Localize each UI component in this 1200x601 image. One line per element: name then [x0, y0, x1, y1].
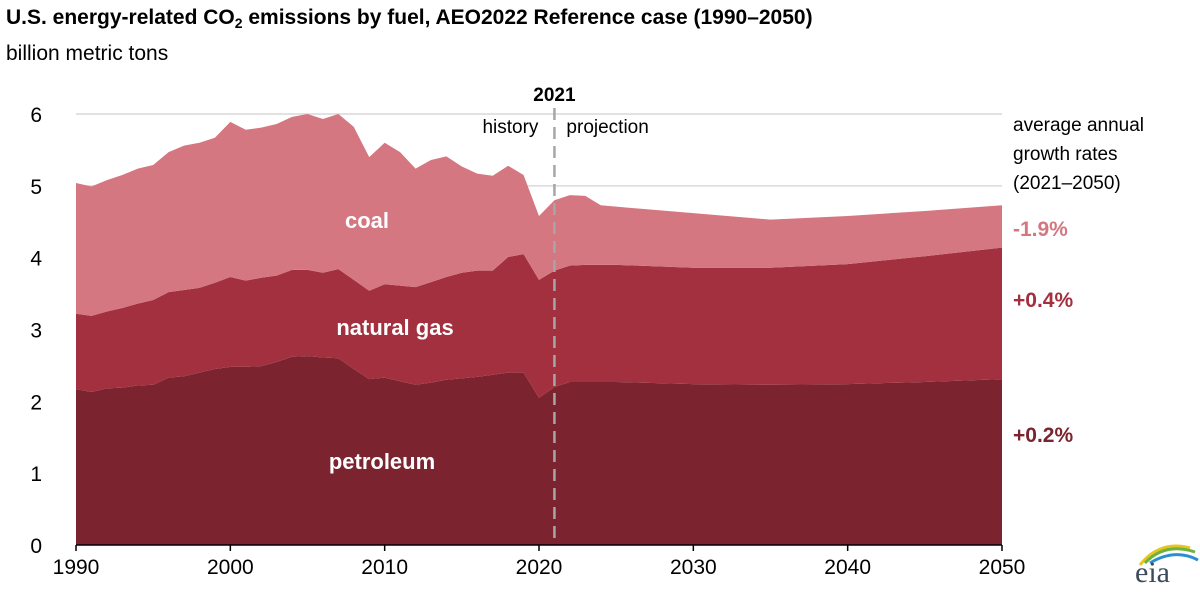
- x-tick-label: 2000: [207, 556, 254, 579]
- eia-logo: eia: [1135, 544, 1199, 589]
- y-unit-label: billion metric tons: [6, 42, 169, 65]
- y-tick-label: 3: [30, 320, 42, 343]
- eia-logo-text: eia: [1135, 556, 1170, 589]
- history-label: history: [482, 117, 538, 138]
- coal-growth-rate: -1.9%: [1013, 218, 1068, 241]
- area-label-coal: coal: [345, 208, 389, 233]
- y-tick-label: 0: [30, 535, 42, 558]
- x-tick-label: 1990: [53, 556, 100, 579]
- area-coal: [76, 114, 1002, 316]
- area-label-natural-gas: natural gas: [336, 315, 453, 340]
- x-tick-label: 2050: [979, 556, 1026, 579]
- growth-header-line: (2021–2050): [1013, 173, 1121, 194]
- y-tick-label: 1: [30, 463, 42, 486]
- natural-gas-growth-rate: +0.4%: [1013, 289, 1074, 312]
- area-petroleum: [76, 356, 1002, 545]
- divider-year-label: 2021: [533, 85, 576, 106]
- area-natural-gas: [76, 247, 1002, 398]
- x-tick-label: 2020: [516, 556, 563, 579]
- petroleum-growth-rate: +0.2%: [1013, 424, 1074, 447]
- growth-rates-header: average annual growth rates (2021–2050): [1013, 111, 1144, 198]
- title-text: U.S. energy-related CO: [6, 6, 235, 29]
- area-label-petroleum: petroleum: [329, 449, 435, 474]
- title-text-rest: emissions by fuel, AEO2022 Reference cas…: [242, 6, 813, 29]
- x-tick-label: 2040: [824, 556, 871, 579]
- growth-header-line: average annual: [1013, 115, 1144, 136]
- y-tick-label: 6: [30, 104, 42, 127]
- y-tick-label: 5: [30, 176, 42, 199]
- x-tick-label: 2010: [361, 556, 408, 579]
- x-tick-label: 2030: [670, 556, 717, 579]
- y-tick-label: 2: [30, 391, 42, 414]
- title-subscript: 2: [234, 15, 243, 31]
- growth-header-line: growth rates: [1013, 144, 1118, 165]
- projection-label: projection: [566, 117, 648, 138]
- y-tick-label: 4: [30, 248, 42, 271]
- chart-title: U.S. energy-related CO2 emissions by fue…: [6, 6, 813, 31]
